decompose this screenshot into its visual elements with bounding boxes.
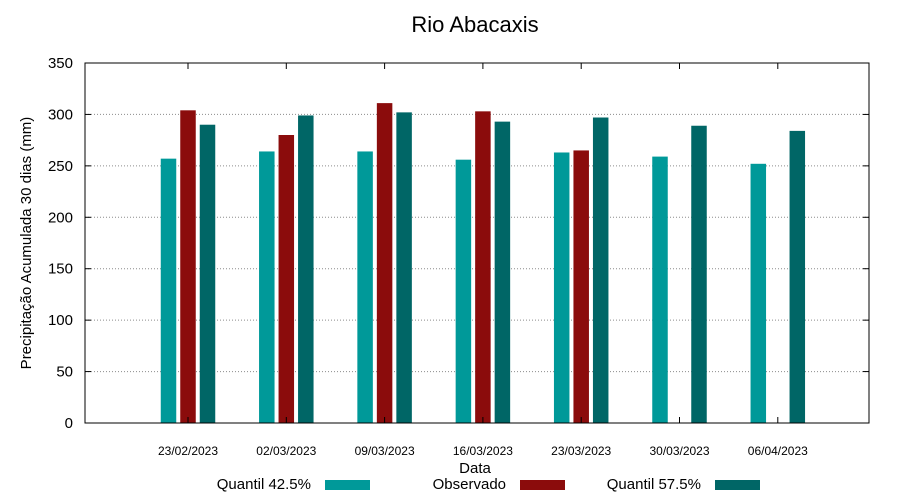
bar (652, 156, 668, 423)
x-tick-label: 16/03/2023 (453, 444, 513, 458)
x-tick-label: 09/03/2023 (355, 444, 415, 458)
legend-label: Observado (433, 476, 506, 493)
bar (553, 152, 570, 423)
y-tick-label: 200 (48, 209, 73, 226)
y-axis-title: Precipitação Acumulada 30 dias (mm) (18, 117, 35, 370)
bar (455, 159, 472, 423)
y-tick-label: 100 (48, 312, 73, 329)
x-tick-label: 06/04/2023 (748, 444, 808, 458)
x-axis: 23/02/2023 02/03/2023 09/03/2023 16/03/2023… (158, 63, 808, 458)
bars (160, 103, 806, 424)
chart-title: Rio Abacaxis (411, 12, 538, 37)
bar (259, 151, 275, 423)
y-tick-label: 50 (56, 364, 73, 381)
bar (199, 124, 216, 423)
bar (396, 112, 412, 423)
legend-swatch (715, 480, 760, 490)
bar (691, 125, 707, 423)
bar (278, 135, 295, 423)
y-tick-label: 150 (48, 261, 73, 278)
x-axis-title: Data (459, 460, 491, 477)
bar (592, 117, 609, 423)
bar (789, 130, 806, 423)
bar (357, 151, 373, 423)
y-tick-label: 350 (48, 55, 73, 72)
bar (475, 111, 491, 423)
legend-swatch (325, 480, 370, 490)
y-axis: 0 50 100 150 200 250 300 350 (48, 55, 869, 432)
legend: Quantil 42.5% Observado Quantil 57.5% (217, 476, 760, 493)
x-tick-label: 02/03/2023 (256, 444, 316, 458)
legend-label: Quantil 57.5% (607, 476, 701, 493)
legend-swatch (520, 480, 565, 490)
y-tick-label: 250 (48, 158, 73, 175)
bar (494, 121, 511, 423)
bar (750, 163, 767, 424)
plot-frame (84, 62, 870, 424)
x-tick-label: 30/03/2023 (649, 444, 709, 458)
y-tick-label: 300 (48, 106, 73, 123)
legend-label: Quantil 42.5% (217, 476, 311, 493)
bar (573, 150, 589, 423)
y-tick-label: 0 (65, 415, 73, 432)
x-tick-label: 23/02/2023 (158, 444, 218, 458)
x-tick-label: 23/03/2023 (551, 444, 611, 458)
bar (376, 103, 393, 423)
bar (298, 115, 314, 423)
bar (180, 110, 196, 424)
bar (160, 158, 177, 423)
